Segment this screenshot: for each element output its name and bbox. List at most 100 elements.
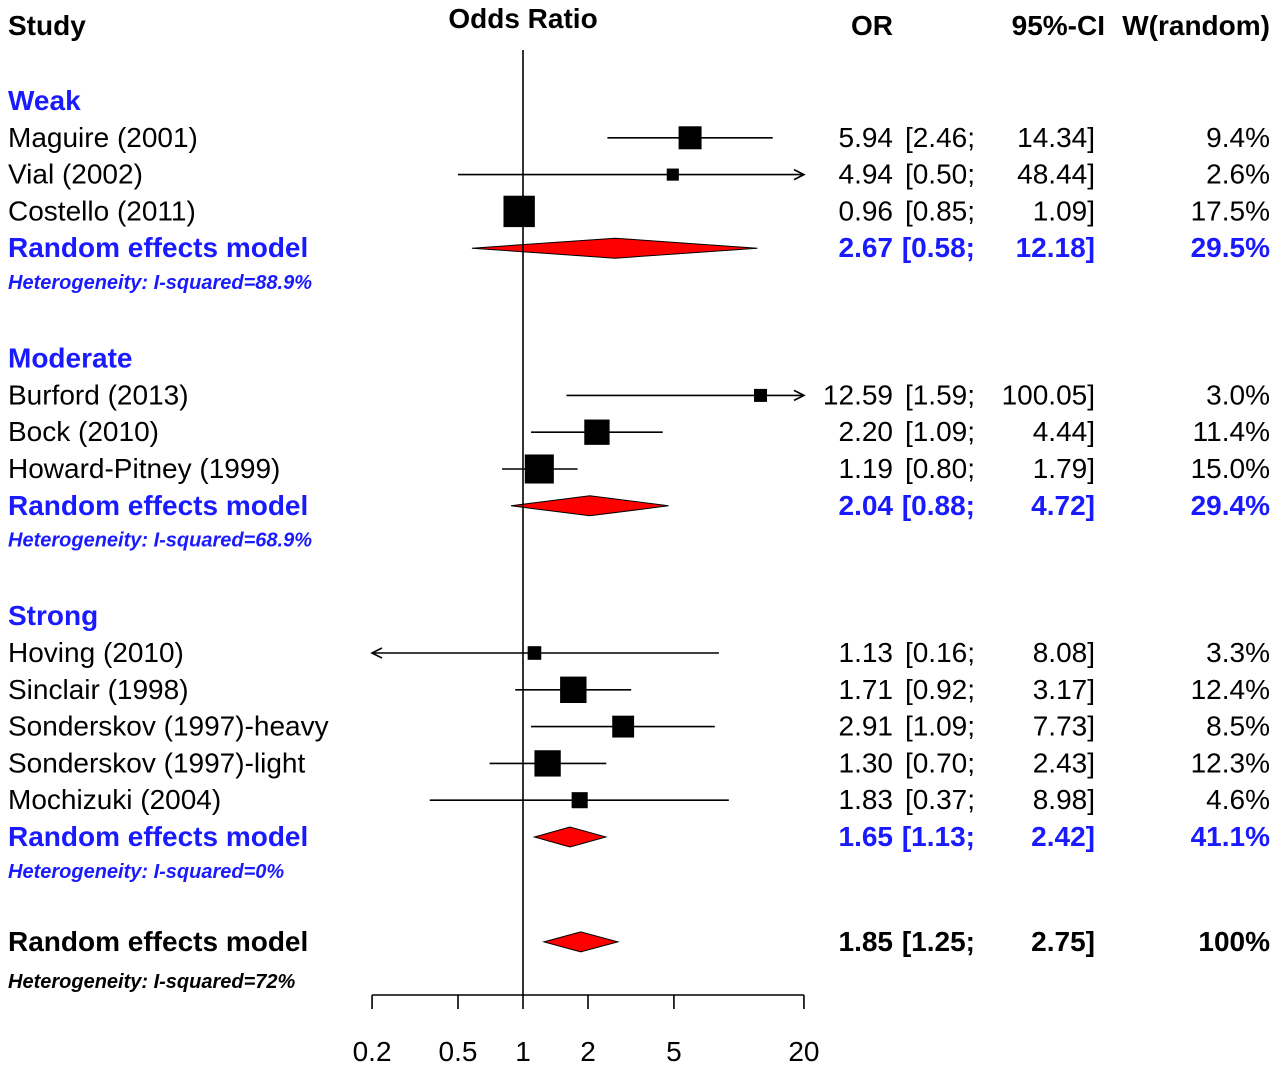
x-tick-label: 1 [515,1036,531,1067]
heterogeneity-note: Heterogeneity: I-squared=68.9% [8,530,312,552]
study-weight: 8.5% [1206,711,1270,742]
study-ci-lower: [1.09; [905,416,975,447]
overall-summary-diamond [542,931,620,953]
ci-arrow-left [370,647,383,659]
study-ci-upper: 100.05] [1002,379,1095,410]
group-summary-diamond [471,237,758,259]
study-ci-upper: 48.44] [1017,159,1095,190]
group-summary-weight: 29.4% [1191,490,1270,521]
study-label: Costello (2011) [8,195,196,226]
study-ci-lower: [0.85; [905,195,975,226]
study-weight: 4.6% [1206,784,1270,815]
study-or-value: 1.83 [839,784,894,815]
study-weight: 2.6% [1206,159,1270,190]
study-point [527,646,542,660]
study-point [560,676,587,704]
group-summary-weight: 41.1% [1191,821,1270,852]
study-or-value: 2.91 [839,711,894,742]
study-ci-lower: [0.50; [905,159,975,190]
header-study: Study [8,10,86,41]
study-weight: 17.5% [1191,195,1270,226]
group-title: Weak [8,85,81,116]
header-ci: 95%-CI [1012,10,1105,41]
group-summary-ci-lower: [1.13; [902,821,975,852]
study-ci-upper: 8.08] [1033,637,1095,668]
group-title: Strong [8,600,98,631]
study-point [612,715,635,738]
group-summary-ci-upper: 12.18] [1016,232,1095,263]
overall-summary-ci-lower: [1.25; [902,926,975,957]
study-weight: 15.0% [1191,453,1270,484]
study-or-value: 1.30 [839,747,894,778]
study-label: Sonderskov (1997)-light [8,747,305,778]
study-ci-lower: [0.37; [905,784,975,815]
group-summary-or-value: 1.65 [839,821,894,852]
study-weight: 3.0% [1206,379,1270,410]
study-ci-lower: [1.59; [905,379,975,410]
group-summary-ci-lower: [0.88; [902,490,975,521]
study-weight: 3.3% [1206,637,1270,668]
study-point [503,195,535,228]
study-ci-lower: [2.46; [905,122,975,153]
study-point [584,419,610,445]
study-weight: 11.4% [1193,416,1270,447]
study-point [534,750,561,777]
study-ci-upper: 8.98] [1033,784,1095,815]
study-label: Howard-Pitney (1999) [8,453,280,484]
study-or-value: 1.71 [839,674,894,705]
ci-arrow-right [793,168,806,181]
x-tick-label: 0.5 [439,1036,478,1067]
study-or-value: 12.59 [823,379,893,410]
overall-summary-or-value: 1.85 [839,926,894,957]
study-point [524,454,554,484]
study-label: Bock (2010) [8,416,159,447]
group-title: Moderate [8,343,132,374]
study-label: Maguire (2001) [8,122,198,153]
study-or-value: 4.94 [839,159,894,190]
overall-summary-ci-upper: 2.75] [1031,926,1095,957]
study-ci-upper: 1.79] [1033,453,1095,484]
group-summary-or-value: 2.04 [839,490,894,521]
overall-summary-label: Random effects model [8,926,308,957]
study-weight: 12.3% [1191,747,1270,778]
study-label: Sinclair (1998) [8,674,189,705]
group-summary-label: Random effects model [8,490,308,521]
study-point [666,168,679,181]
study-point [571,792,588,809]
group-summary-ci-upper: 2.42] [1031,821,1095,852]
study-ci-lower: [0.92; [905,674,975,705]
overall-heterogeneity: Heterogeneity: I-squared=72% [8,971,296,993]
header-weight: W(random) [1122,10,1270,41]
header-or: OR [851,10,893,41]
study-ci-upper: 1.09] [1033,195,1095,226]
study-label: Sonderskov (1997)-heavy [8,711,329,742]
study-label: Burford (2013) [8,379,189,410]
study-ci-upper: 2.43] [1033,747,1095,778]
x-tick-label: 0.2 [353,1036,392,1067]
group-summary-label: Random effects model [8,821,308,852]
study-label: Hoving (2010) [8,637,184,668]
study-label: Mochizuki (2004) [8,784,221,815]
study-ci-lower: [1.09; [905,711,975,742]
group-summary-ci-lower: [0.58; [902,232,975,263]
ci-arrow-right [793,389,806,402]
study-ci-lower: [0.16; [905,637,975,668]
group-summary-label: Random effects model [8,232,308,263]
group-summary-diamond [510,495,669,517]
header-effect: Odds Ratio [448,3,597,34]
study-ci-lower: [0.80; [905,453,975,484]
study-ci-upper: 4.44] [1033,416,1095,447]
study-weight: 9.4% [1206,122,1270,153]
study-ci-upper: 7.73] [1033,711,1095,742]
study-label: Vial (2002) [8,159,143,190]
study-or-value: 2.20 [839,416,894,447]
study-or-value: 1.19 [839,453,894,484]
group-summary-weight: 29.5% [1191,232,1270,263]
overall-summary-weight: 100% [1198,926,1270,957]
study-point [754,388,768,402]
study-ci-upper: 3.17] [1033,674,1095,705]
group-summary-diamond [532,826,608,848]
group-summary-ci-upper: 4.72] [1031,490,1095,521]
study-or-value: 1.13 [839,637,894,668]
